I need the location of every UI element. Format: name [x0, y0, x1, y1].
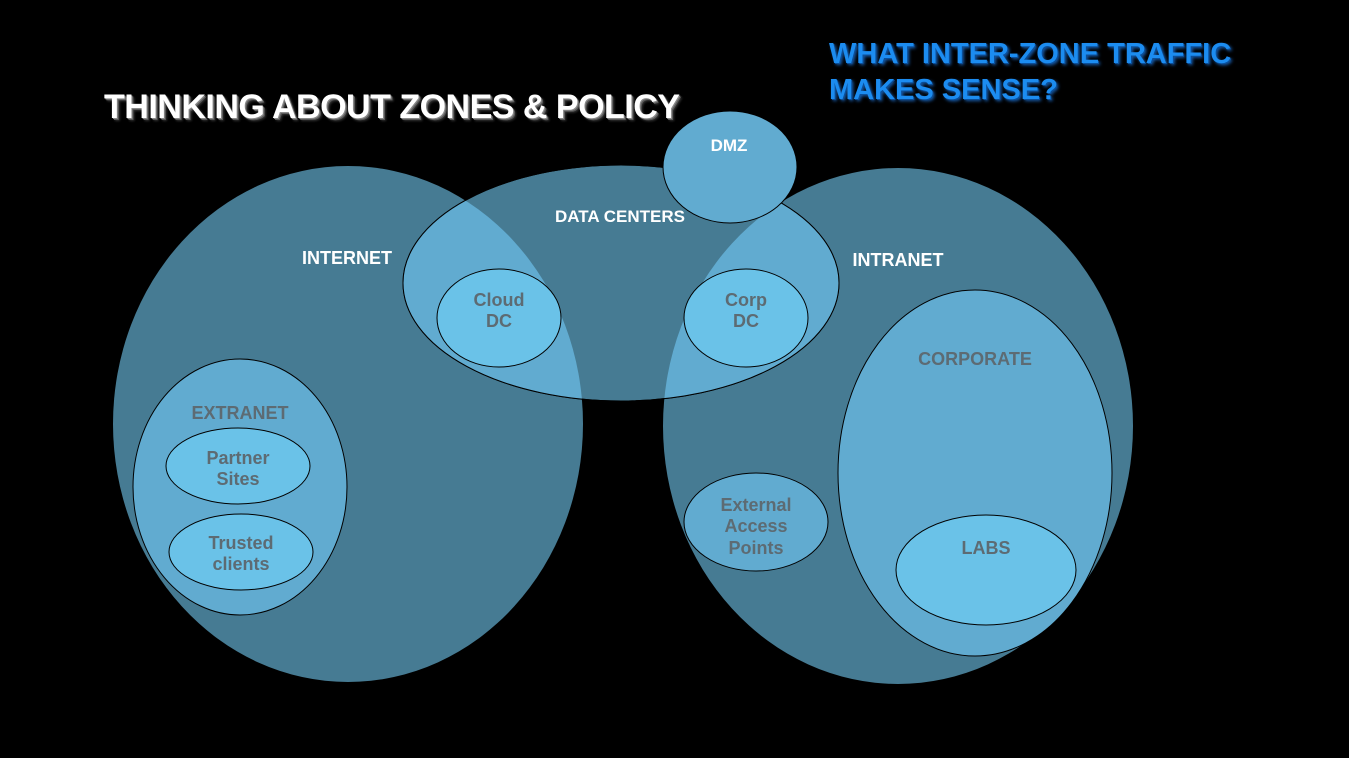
corporate-label: CORPORATE — [918, 349, 1032, 369]
external-access-label-line-1: External — [720, 495, 791, 515]
extranet-label: EXTRANET — [191, 403, 288, 423]
question-line-1: WHAT INTER-ZONE TRAFFIC — [829, 38, 1232, 70]
partner-sites-label-line-2: Sites — [216, 469, 259, 489]
partner-sites-label-line-1: Partner — [206, 448, 269, 468]
external-access-points-zone — [683, 472, 829, 572]
cloud-dc-label-line-1: Cloud — [474, 290, 525, 310]
intranet-label: INTRANET — [853, 250, 944, 270]
corp-dc-zone — [683, 268, 809, 368]
trusted-clients-label-line-1: Trusted — [208, 533, 273, 553]
cloud-dc-label-line-2: DC — [486, 311, 512, 331]
question-heading: WHAT INTER-ZONE TRAFFIC MAKES SENSE? — [829, 36, 1231, 108]
trusted-clients-label-line-2: clients — [212, 554, 269, 574]
slide-title: THINKING ABOUT ZONES & POLICY — [104, 88, 680, 126]
trusted-clients-zone — [168, 513, 314, 591]
corp-dc-label-line-2: DC — [733, 311, 759, 331]
external-access-label-line-2: Access — [724, 516, 787, 536]
data-centers-label: DATA CENTERS — [555, 207, 685, 226]
corp-dc-label-line-1: Corp — [725, 290, 767, 310]
external-access-label-line-3: Points — [728, 538, 783, 558]
internet-label: INTERNET — [302, 248, 392, 268]
partner-sites-zone — [165, 427, 311, 505]
dmz-label: DMZ — [711, 136, 748, 155]
dmz-zone — [662, 110, 798, 224]
labs-label: LABS — [962, 538, 1011, 558]
question-line-2: MAKES SENSE? — [829, 74, 1058, 106]
bottom-border — [0, 758, 1349, 761]
labs-zone — [895, 514, 1077, 626]
cloud-dc-zone — [436, 268, 562, 368]
